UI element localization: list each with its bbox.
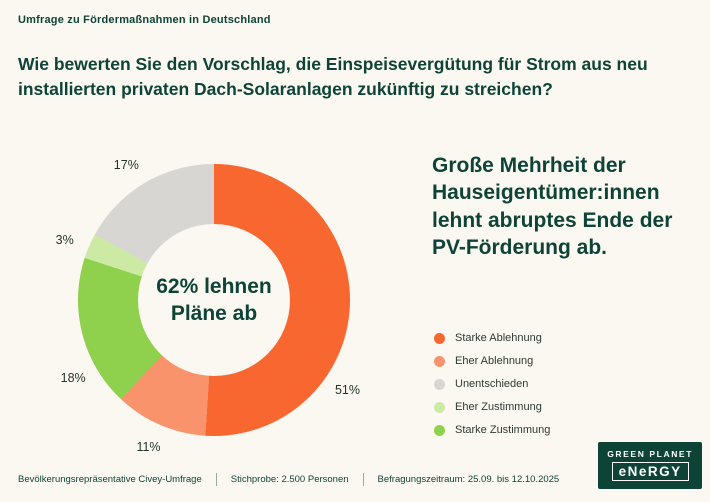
legend-item: Eher Zustimmung <box>434 401 550 413</box>
donut-center-label: 62% lehnen Pläne ab <box>138 224 290 376</box>
logo-text-top: GREEN PLANET <box>607 449 693 459</box>
slice-value-label: 3% <box>55 232 74 247</box>
legend-item: Unentschieden <box>434 378 550 390</box>
green-planet-energy-logo: GREEN PLANET eNeRGY <box>598 442 702 489</box>
legend-dot-icon <box>434 424 445 436</box>
key-finding-statement: Große Mehrheit der Hauseigentümer:innen … <box>432 154 673 259</box>
slice-value-label: 18% <box>60 371 86 386</box>
slice-value-label: 11% <box>136 440 161 455</box>
legend-dot-icon <box>434 378 445 390</box>
footer-sample-size: Stichprobe: 2.500 Personen <box>230 474 349 485</box>
footer-source: Bevölkerungsrepräsentative Civey-Umfrage <box>18 474 202 485</box>
legend-item: Starke Zustimmung <box>434 424 550 436</box>
donut-center-line2: Pläne ab <box>170 302 258 325</box>
legend-item-label: Eher Zustimmung <box>455 401 542 413</box>
donut-chart: 62% lehnen Pläne ab 51% 11% 18% 3% 17% <box>0 140 430 480</box>
legend-item-label: Starke Ablehnung <box>455 332 542 344</box>
slice-value-label: 17% <box>113 157 139 172</box>
chart-legend: Starke Ablehnung Eher Ablehnung Unentschie… <box>434 332 550 447</box>
legend-dot-icon <box>434 332 445 344</box>
donut-center-line1: 62% lehnen <box>156 274 272 298</box>
legend-item: Eher Ablehnung <box>434 355 550 367</box>
legend-item-label: Eher Ablehnung <box>455 355 534 367</box>
footer-divider <box>215 473 217 486</box>
legend-dot-icon <box>434 355 445 367</box>
footer-survey-period: Befragungszeitraum: 25.09. bis 12.10.202… <box>377 474 560 485</box>
legend-item-label: Starke Zustimmung <box>455 424 551 436</box>
legend-item-label: Unentschieden <box>455 378 529 390</box>
legend-item: Starke Ablehnung <box>434 332 550 344</box>
survey-question-heading: Wie bewerten Sie den Vorschlag, die Eins… <box>18 54 648 99</box>
kicker-label: Umfrage zu Fördermaßnahmen in Deutschlan… <box>18 14 271 26</box>
legend-dot-icon <box>434 401 445 413</box>
footer-meta: Bevölkerungsrepräsentative Civey-Umfrage… <box>18 473 559 486</box>
footer-divider <box>362 473 364 486</box>
slice-value-label: 51% <box>334 383 360 398</box>
logo-text-bottom: eNeRGY <box>611 462 689 481</box>
